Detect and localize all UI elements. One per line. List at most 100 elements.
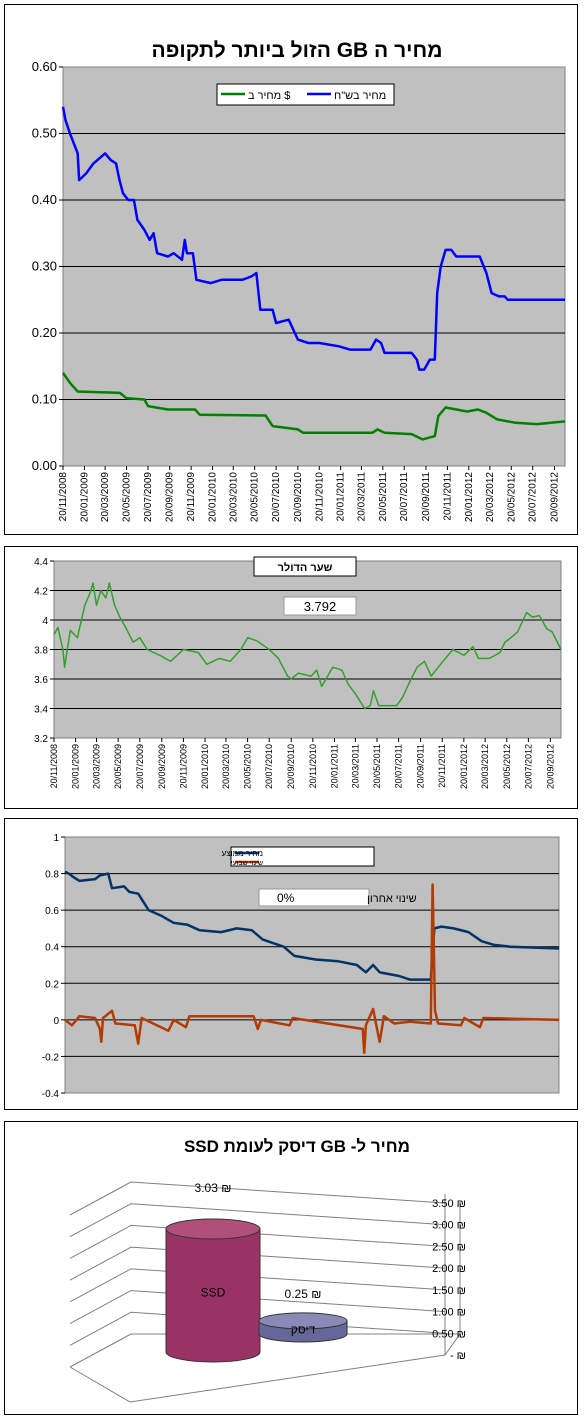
x-tick-label: 20/01/2010	[200, 744, 210, 789]
chart-title: מחיר ה GB הזול ביותר לתקופה	[152, 39, 443, 62]
x-tick-label: 20/11/2008	[58, 472, 69, 522]
y-tick-label: ₪ 3.00	[432, 1220, 466, 1232]
series-line-1	[53, 582, 562, 710]
x-tick-label: 20/03/2010	[228, 472, 239, 522]
current-rate-value: 3.792	[304, 599, 337, 614]
x-tick-label: 20/05/2012	[506, 472, 517, 522]
y-tick-label: ₪ 2.50	[432, 1241, 466, 1253]
y-tick-label: 4.2	[34, 587, 48, 598]
x-tick-label: 20/11/2009	[186, 472, 197, 522]
x-tick-label: 20/03/2011	[350, 744, 360, 788]
series-line-2	[61, 372, 566, 441]
legend-box	[230, 846, 375, 867]
ssd-bar-label: SSD	[201, 1285, 226, 1299]
x-tick-label: 20/09/2012	[545, 744, 555, 789]
x-tick-label: 20/11/2008	[49, 744, 59, 788]
y-tick-label: 0.8	[45, 870, 59, 881]
gb-price-chart: מחיר ה GB הזול ביותר לתקופה 0.00 0.10 0.20 0…	[32, 39, 566, 522]
y-tick-label: ₪ 2.00	[432, 1263, 466, 1275]
weighted-price-chart: -0.4 -0.2 0 0.2 0.4 0.6 0.8 1 מחיר ממוצע שינוי שב…	[42, 833, 560, 1100]
y-tick-label: 3.2	[34, 734, 48, 745]
series-line-2	[64, 883, 560, 1055]
x-tick-label: 20/09/2010	[286, 744, 296, 789]
ssd-vs-disk-chart: מחיר ל- GB דיסק לעומת SSD ₪ - ₪ 0.50 ₪ 1.00…	[69, 1137, 466, 1403]
y-tick-label: 1	[53, 833, 59, 844]
y-tick-label: 0.50	[32, 126, 57, 141]
y-tick-label: -0.4	[42, 1089, 60, 1100]
exchange-rate-chart: 3.2 3.4 3.6 3.8 4 4.2 4.4 20/11/2008 20/01/2009 2…	[34, 556, 562, 789]
ssd-bar-side	[165, 1228, 261, 1363]
series-line-1	[64, 870, 560, 981]
x-tick-label: 20/09/2009	[157, 744, 167, 789]
x-tick-label: 20/03/2012	[485, 472, 496, 522]
x-tick-label: 20/01/2010	[208, 472, 219, 522]
gridline	[69, 1181, 446, 1216]
x-tick-label: 20/09/2011	[421, 472, 432, 522]
floor-front-edges	[69, 1333, 461, 1403]
y-tick-label: 0	[53, 1016, 59, 1027]
y-tick-label: ₪ 0.50	[432, 1328, 466, 1340]
x-tick-label: 20/01/2009	[79, 472, 90, 522]
y-tick-label: ₪ 1.00	[432, 1307, 466, 1319]
y-tick-label: 3.4	[34, 705, 48, 716]
x-tick-label: 20/05/2010	[250, 472, 261, 522]
disk-bar-label: דיסק	[291, 1322, 316, 1336]
floor-back-edges	[69, 1333, 460, 1368]
title-box	[253, 556, 357, 577]
y-tick-label: 0.20	[32, 325, 57, 340]
legend-label-usd: מחיר ב $	[248, 90, 290, 102]
last-change-label: שינוי אחרון	[367, 893, 417, 905]
exchange-rate-chart-panel: 3.2 3.4 3.6 3.8 4 4.2 4.4 20/11/2008 20/01/2009 2…	[4, 546, 578, 809]
gb-price-chart-panel: מחיר ה GB הזול ביותר לתקופה 0.00 0.10 0.20 0…	[4, 4, 578, 535]
x-tick-label: 20/11/2011	[442, 472, 453, 521]
ssd-bar-value-label: ₪ 3.03	[195, 1181, 232, 1195]
x-tick-label: 20/11/2010	[314, 472, 325, 522]
plot-area	[64, 836, 560, 1094]
y-tick-label: 0.00	[32, 458, 57, 473]
chart-title: מחיר ל- GB דיסק לעומת SSD	[184, 1137, 410, 1156]
disk-bar: דיסק ₪ 0.25	[258, 1287, 348, 1343]
x-tick-label: 20/11/2011	[437, 744, 447, 788]
x-tick-label: 20/07/2011	[394, 744, 404, 788]
legend: מחיר ממוצע שינוי שבועי	[222, 846, 375, 867]
annotation-box	[258, 888, 370, 907]
y-tick-label: 0.10	[32, 392, 57, 407]
x-tick-label: 20/03/2011	[356, 472, 367, 522]
y-tick-label: 4	[42, 616, 48, 627]
x-tick-label: 20/07/2012	[528, 472, 539, 522]
legend: מחיר ב $ מחיר בש"ח	[216, 83, 395, 106]
x-tick-label: 20/01/2012	[459, 744, 469, 789]
annotation-box	[283, 596, 357, 616]
x-tick-label: 20/01/2009	[71, 744, 81, 789]
y-tick-label: 0.40	[32, 192, 57, 207]
x-tick-label: 20/07/2009	[143, 472, 154, 522]
y-tick-label: 0.60	[32, 59, 57, 74]
x-tick-label: 20/01/2012	[464, 472, 475, 522]
x-tick-label: 20/05/2010	[243, 744, 253, 789]
legend-label-avg: מחיר ממוצע	[222, 849, 263, 858]
x-tick-label: 20/05/2009	[113, 744, 123, 789]
y-tick-label: 3.6	[34, 675, 48, 686]
x-tick-label: 20/05/2009	[122, 472, 133, 522]
y-tick-label: 0.4	[45, 943, 59, 954]
y-tick-label: 0.6	[45, 906, 59, 917]
gridline	[69, 1224, 446, 1259]
legend-label-ils: מחיר בש"ח	[334, 90, 386, 102]
x-tick-label: 20/03/2012	[480, 744, 490, 789]
x-tick-label: 20/07/2011	[399, 472, 410, 522]
legend-label-weekly: שינוי שבועי	[231, 860, 263, 867]
y-tick-label: ₪ 1.50	[432, 1285, 466, 1297]
gridline	[69, 1268, 446, 1303]
x-tick-label: 20/05/2012	[502, 744, 512, 789]
last-change-value: 0%	[277, 891, 295, 905]
gridline	[69, 1203, 446, 1238]
y-tick-label: -0.2	[42, 1052, 60, 1063]
x-tick-label: 20/09/2010	[293, 472, 304, 522]
disk-bar-value-label: ₪ 0.25	[285, 1287, 322, 1301]
y-tick-label: 4.4	[34, 557, 48, 568]
x-tick-label: 20/01/2011	[336, 472, 347, 522]
x-tick-label: 20/09/2012	[549, 472, 560, 522]
x-tick-label: 20/11/2010	[308, 744, 318, 788]
y-tick-label: ₪ -	[450, 1350, 466, 1362]
x-tick-label: 20/07/2009	[135, 744, 145, 789]
